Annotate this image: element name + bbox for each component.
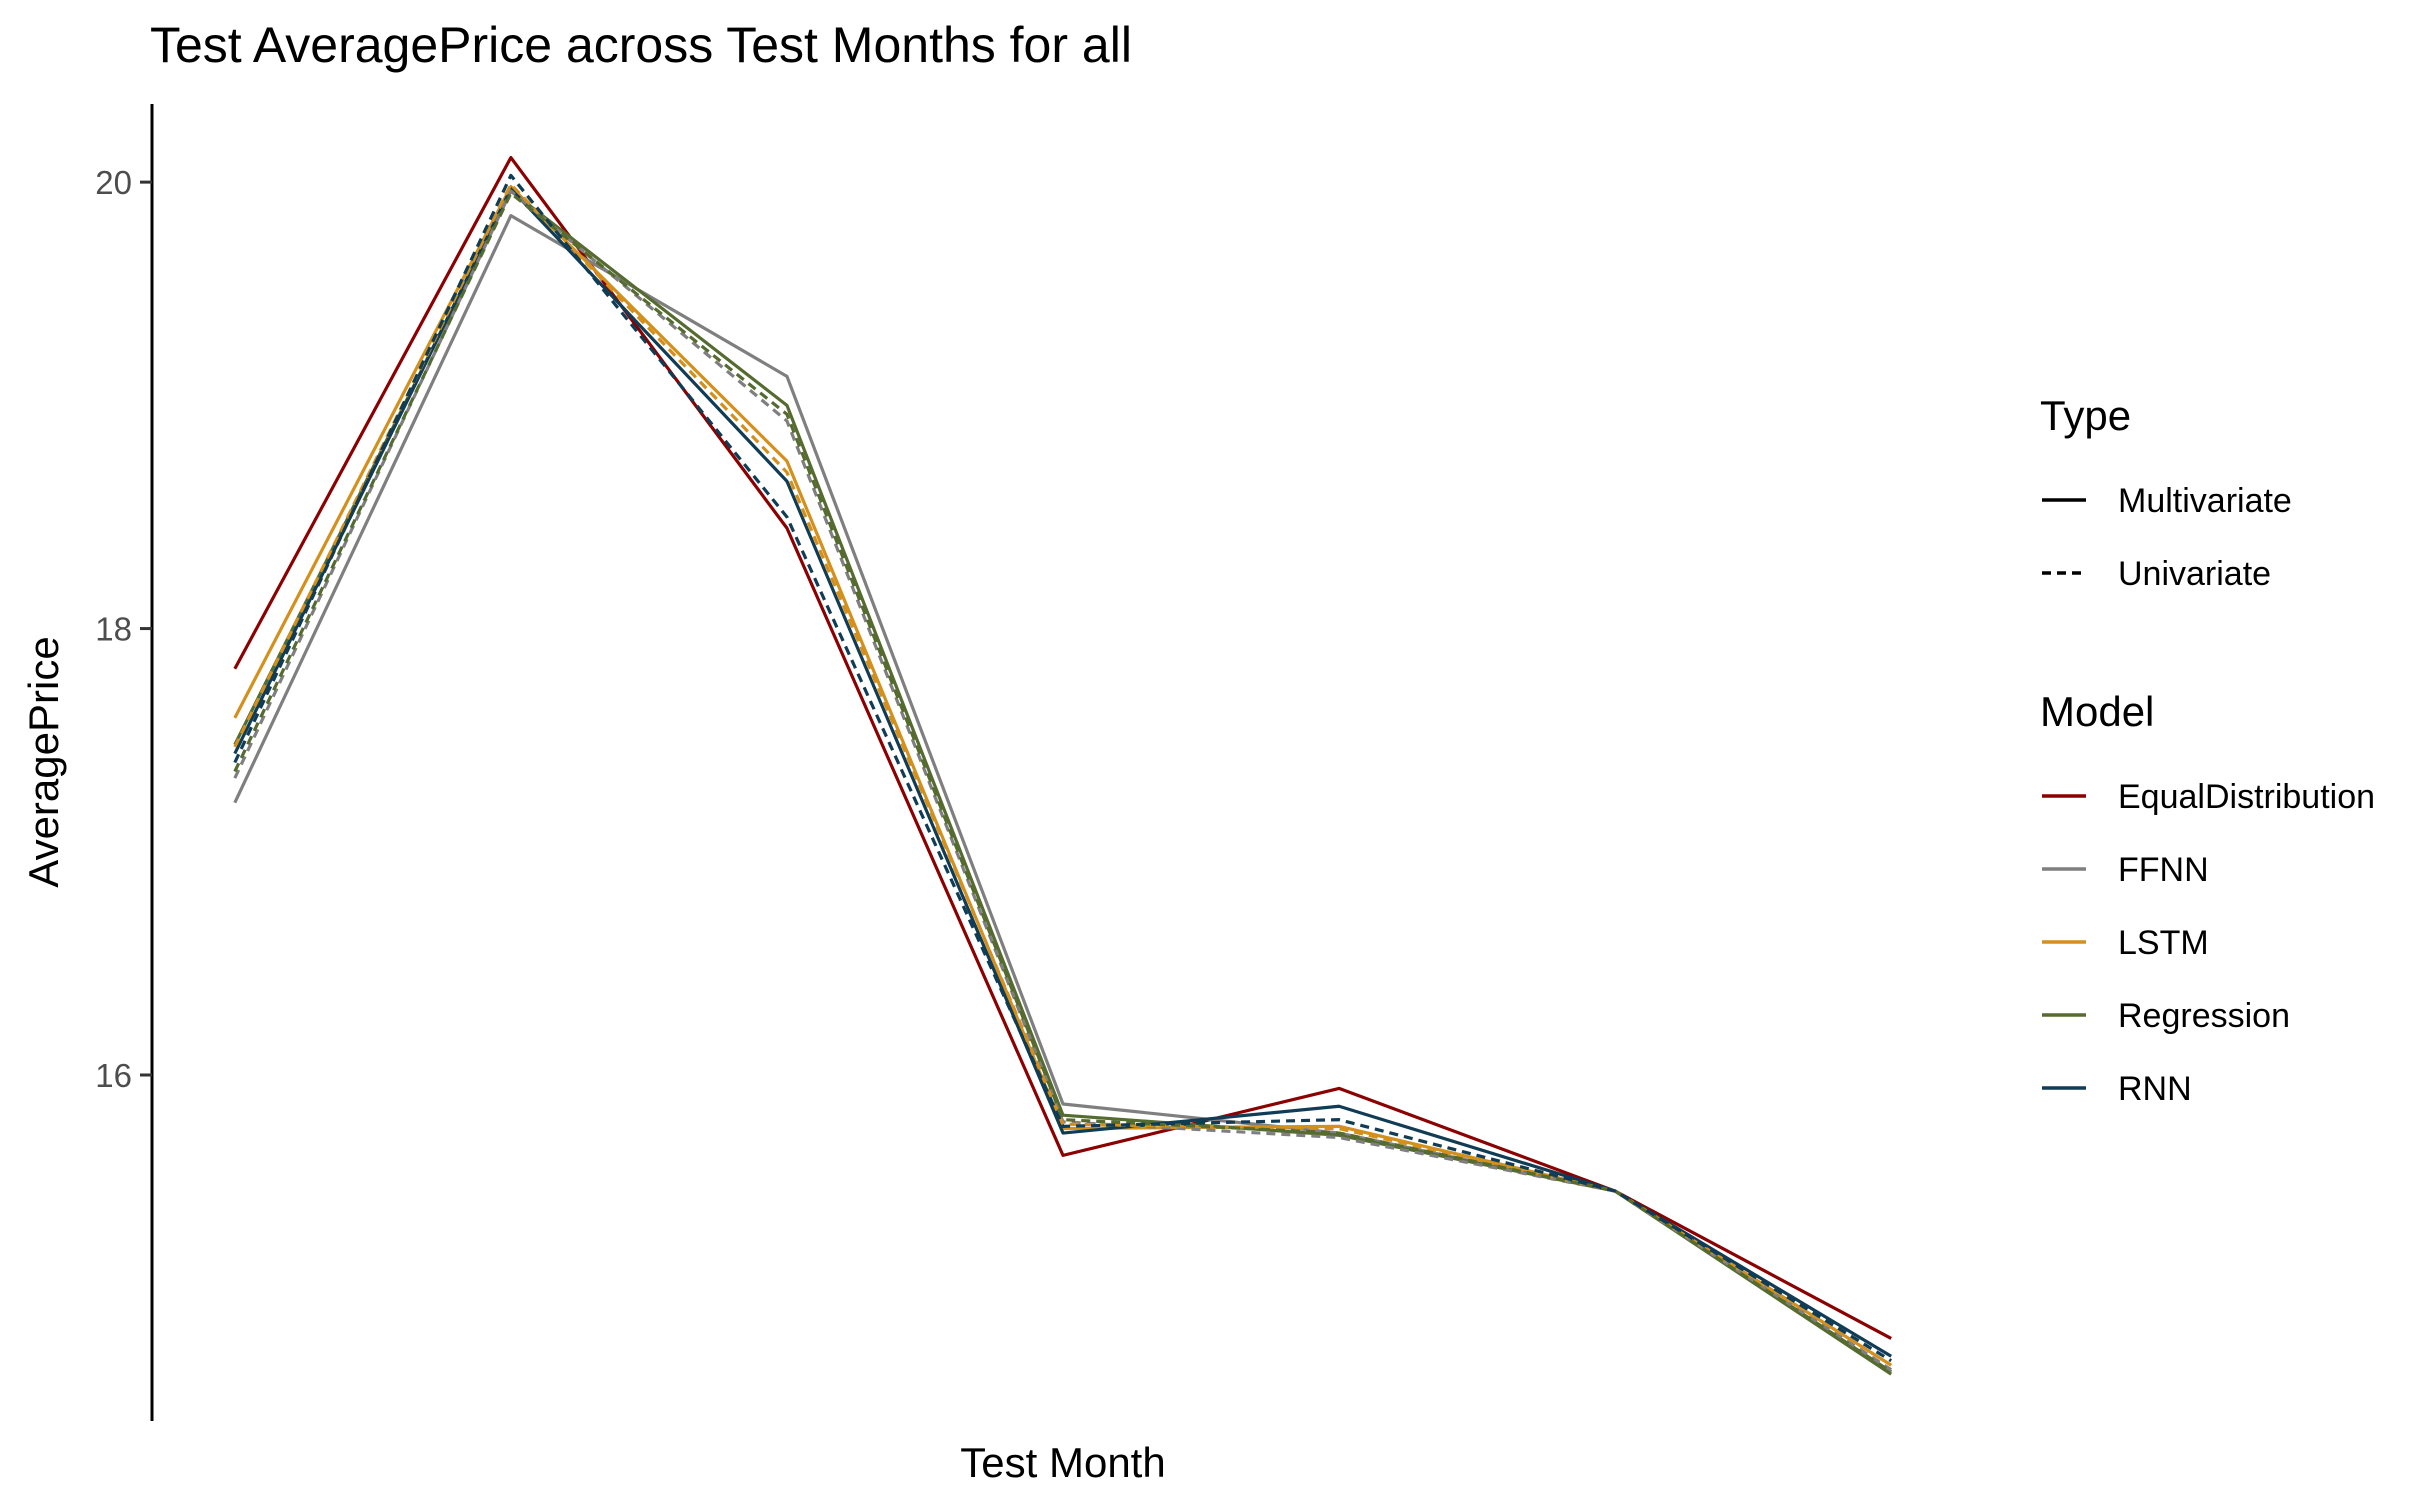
legend-label: Multivariate <box>2118 482 2292 520</box>
series-line-lstm-univariate <box>233 182 1893 1367</box>
y-axis-ticks: 16 18 20 <box>95 164 152 1094</box>
y-tick-label: 18 <box>95 611 132 648</box>
legend-label: RNN <box>2118 1070 2192 1108</box>
series-line-ffnn-multivariate <box>233 214 1893 1374</box>
chart-title: Test AveragePrice across Test Months for… <box>150 17 1132 73</box>
y-axis-title: AveragePrice <box>20 636 67 887</box>
series-line-rnn-univariate <box>233 173 1893 1363</box>
series-line-lstm-multivariate <box>233 184 1893 1367</box>
legend: Type Multivariate Univariate Model EqualDist… <box>2040 392 2375 1108</box>
x-axis-title: Test Month <box>960 1439 1165 1486</box>
series-line-rnn-multivariate <box>233 187 1893 1358</box>
series-line-regression-multivariate <box>233 189 1893 1376</box>
series-line-equaldistribution-multivariate <box>233 155 1892 1340</box>
legend-label: Regression <box>2118 997 2290 1035</box>
legend-title-type: Type <box>2040 392 2131 439</box>
legend-label: Univariate <box>2118 555 2271 593</box>
legend-title-model: Model <box>2040 688 2154 735</box>
y-tick-label: 16 <box>95 1057 132 1094</box>
legend-label: FFNN <box>2118 851 2209 889</box>
legend-label: EqualDistribution <box>2118 778 2375 816</box>
series-lines <box>233 155 1893 1376</box>
y-tick-label: 20 <box>95 164 132 201</box>
series-line-ffnn-univariate <box>233 189 1893 1372</box>
legend-label: LSTM <box>2118 924 2209 962</box>
series-line-regression-univariate <box>233 191 1893 1374</box>
